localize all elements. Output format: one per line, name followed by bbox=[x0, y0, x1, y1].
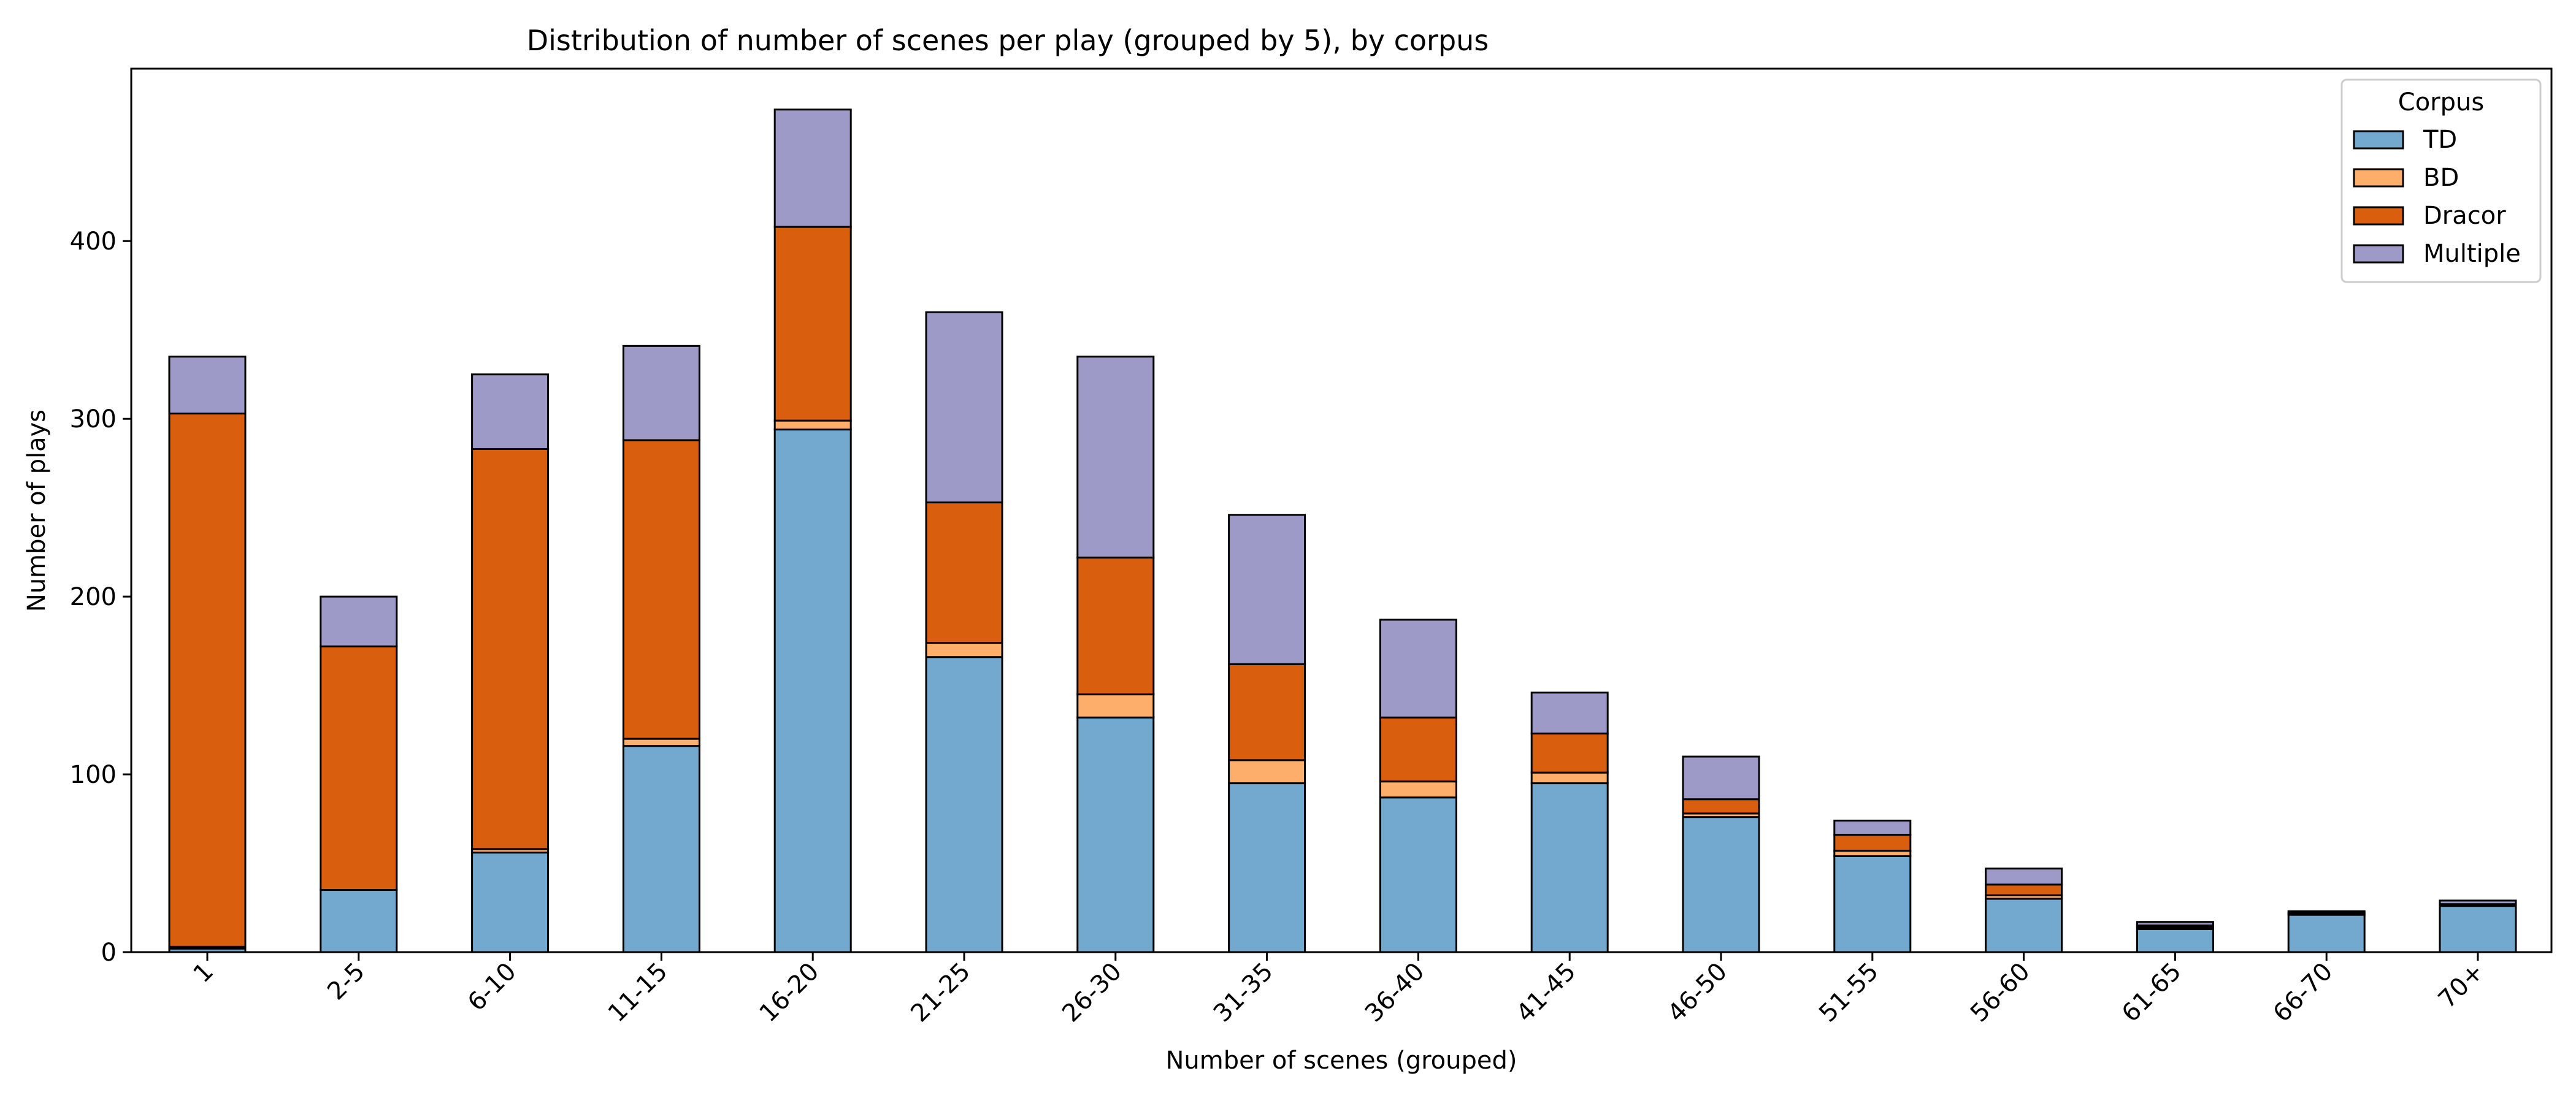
legend-swatch-dracor bbox=[2353, 206, 2404, 226]
bar-segment-multiple-1 bbox=[168, 356, 247, 414]
bar-segment-multiple-70+ bbox=[2439, 899, 2517, 906]
bar-segment-td-31-35 bbox=[1228, 782, 1306, 953]
legend-label-bd: BD bbox=[2423, 164, 2459, 192]
bar-segment-dracor-51-55 bbox=[1833, 834, 1912, 852]
x-tick-label: 21-25 bbox=[905, 958, 976, 1028]
x-tick-label: 31-35 bbox=[1208, 958, 1279, 1028]
legend-swatch-multiple bbox=[2353, 244, 2404, 264]
bar-segment-td-21-25 bbox=[925, 656, 1003, 953]
bar-segment-bd-26-30 bbox=[1076, 693, 1155, 719]
bar-segment-td-6-10 bbox=[471, 852, 550, 953]
bar-segment-multiple-41-45 bbox=[1530, 692, 1609, 734]
x-tick-label: 26-30 bbox=[1057, 958, 1127, 1028]
x-tick-label: 6-10 bbox=[462, 958, 522, 1017]
legend-label-td: TD bbox=[2423, 126, 2457, 154]
bar-segment-td-26-30 bbox=[1076, 716, 1155, 953]
bar-segment-multiple-66-70 bbox=[2287, 910, 2366, 914]
y-tick-label: 0 bbox=[101, 939, 117, 967]
bar-segment-bd-31-35 bbox=[1228, 759, 1306, 785]
bar-segment-td-61-65 bbox=[2136, 928, 2214, 953]
bar-segment-multiple-6-10 bbox=[471, 373, 550, 450]
x-tick-label: 51-55 bbox=[1814, 958, 1884, 1028]
legend-swatch-td bbox=[2353, 130, 2404, 150]
bar-segment-dracor-56-60 bbox=[1985, 883, 2063, 896]
bar-segment-td-16-20 bbox=[773, 429, 852, 953]
x-tick-label: 16-20 bbox=[754, 958, 825, 1028]
x-axis: 1 2-5 6-10 11-15 16-20 21-25 26-30 31-35 36-40 41… bbox=[188, 952, 2490, 1028]
bar-segment-dracor-36-40 bbox=[1379, 716, 1457, 783]
x-tick-label: 70+ bbox=[2433, 958, 2490, 1014]
bar-segment-td-46-50 bbox=[1682, 816, 1760, 953]
bar-segment-bd-41-45 bbox=[1530, 771, 1609, 785]
x-tick-label: 56-60 bbox=[1965, 958, 2036, 1028]
bar-segment-multiple-11-15 bbox=[622, 345, 700, 441]
bar-segment-multiple-26-30 bbox=[1076, 356, 1155, 559]
bar-segment-dracor-6-10 bbox=[471, 448, 550, 850]
bar-segment-td-11-15 bbox=[622, 745, 700, 953]
bar-segment-bd-21-25 bbox=[925, 642, 1003, 658]
bar-segment-dracor-46-50 bbox=[1682, 798, 1760, 815]
bar-segment-td-2-5 bbox=[320, 889, 398, 953]
bar-segment-td-51-55 bbox=[1833, 855, 1912, 953]
bar-segment-dracor-11-15 bbox=[622, 439, 700, 740]
x-tick-label: 2-5 bbox=[322, 958, 370, 1006]
chart-title: Distribution of number of scenes per pla… bbox=[527, 24, 1489, 57]
bar-segment-multiple-31-35 bbox=[1228, 514, 1306, 665]
bar-segment-td-41-45 bbox=[1530, 782, 1609, 953]
legend-title: Corpus bbox=[2398, 88, 2484, 116]
x-tick-label: 36-40 bbox=[1360, 958, 1430, 1028]
bar-segment-dracor-31-35 bbox=[1228, 663, 1306, 761]
legend-swatch-bd bbox=[2353, 168, 2404, 188]
bar-segment-multiple-2-5 bbox=[320, 595, 398, 647]
plot-frame bbox=[130, 67, 2553, 953]
legend-label-dracor: Dracor bbox=[2423, 202, 2506, 230]
bars-layer bbox=[168, 109, 2517, 953]
bar-segment-bd-36-40 bbox=[1379, 780, 1457, 799]
y-tick-label: 200 bbox=[70, 583, 117, 611]
bar-segment-multiple-21-25 bbox=[925, 311, 1003, 503]
x-tick-label: 1 bbox=[188, 958, 220, 989]
bar-segment-dracor-21-25 bbox=[925, 501, 1003, 644]
y-axis: 0 100 200 300 400 bbox=[70, 227, 131, 967]
bar-segment-dracor-41-45 bbox=[1530, 732, 1609, 774]
bar-segment-dracor-16-20 bbox=[773, 226, 852, 422]
bar-segment-bd-11-15 bbox=[622, 738, 700, 747]
bar-segment-bd-16-20 bbox=[773, 419, 852, 431]
bar-segment-td-70+ bbox=[2439, 905, 2517, 953]
bar-segment-td-56-60 bbox=[1985, 898, 2063, 953]
x-axis-label: Number of scenes (grouped) bbox=[1165, 1047, 1517, 1075]
x-tick-label: 66-70 bbox=[2268, 958, 2339, 1028]
y-tick-label: 100 bbox=[70, 761, 117, 789]
bar-segment-dracor-26-30 bbox=[1076, 556, 1155, 696]
bar-segment-multiple-51-55 bbox=[1833, 819, 1912, 836]
y-tick-label: 400 bbox=[70, 227, 117, 256]
bar-segment-td-36-40 bbox=[1379, 796, 1457, 953]
bar-segment-dracor-1 bbox=[168, 412, 247, 948]
x-tick-label: 61-65 bbox=[2117, 958, 2187, 1028]
y-axis-label: Number of plays bbox=[23, 410, 51, 612]
x-tick-label: 46-50 bbox=[1662, 958, 1733, 1028]
x-tick-label: 11-15 bbox=[603, 958, 673, 1028]
bar-segment-multiple-16-20 bbox=[773, 109, 852, 228]
bar-segment-multiple-56-60 bbox=[1985, 868, 2063, 886]
legend-label-multiple: Multiple bbox=[2423, 240, 2521, 268]
y-tick-label: 300 bbox=[70, 405, 117, 433]
bar-segment-multiple-61-65 bbox=[2136, 921, 2214, 927]
bar-segment-multiple-46-50 bbox=[1682, 755, 1760, 801]
bar-segment-td-66-70 bbox=[2287, 913, 2366, 953]
bar-segment-dracor-2-5 bbox=[320, 645, 398, 891]
bar-segment-multiple-36-40 bbox=[1379, 619, 1457, 719]
x-tick-label: 41-45 bbox=[1511, 958, 1582, 1028]
legend: Corpus TD BD Dracor Multiple bbox=[2340, 78, 2542, 283]
